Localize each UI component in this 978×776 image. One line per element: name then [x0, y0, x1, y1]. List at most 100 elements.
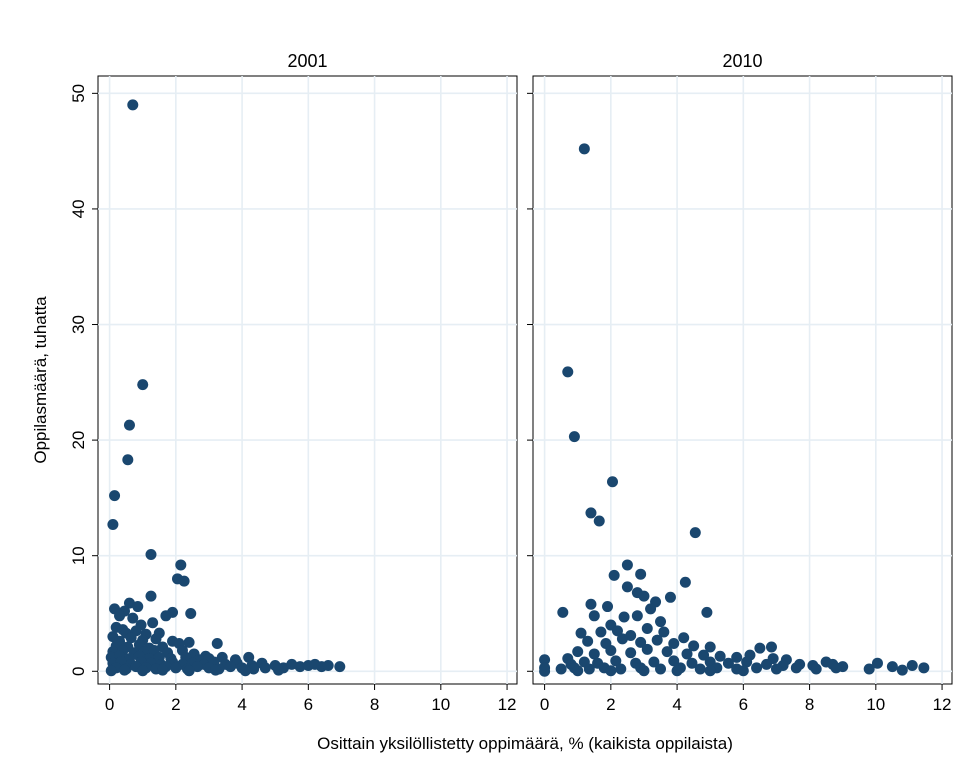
data-point-2010 [918, 662, 930, 674]
data-point-2010 [830, 662, 842, 674]
data-point-2001 [224, 661, 236, 673]
data-point-2010 [631, 610, 643, 622]
x-axis-label: Osittain yksilöllistetty oppimäärä, % (k… [317, 734, 733, 753]
data-point-2010 [651, 634, 663, 646]
data-point-2001 [123, 597, 135, 609]
data-point-2010 [595, 626, 607, 638]
data-point-2010 [871, 657, 883, 669]
x-tick-label: 2 [606, 695, 615, 714]
data-point-2001 [125, 632, 137, 644]
data-point-2010 [655, 616, 667, 628]
x-tick-label: 8 [805, 695, 814, 714]
data-point-2010 [751, 662, 763, 674]
data-point-2001 [334, 661, 346, 673]
x-tick-label: 4 [237, 695, 246, 714]
y-axis-label: Oppilasmäärä, tuhatta [31, 296, 50, 464]
data-point-2001 [105, 665, 117, 677]
data-point-2010 [761, 658, 773, 670]
data-point-2010 [668, 638, 680, 650]
data-point-2010 [608, 569, 620, 581]
data-point-2010 [635, 568, 647, 580]
data-point-2010 [588, 648, 600, 660]
data-point-2010 [635, 636, 647, 648]
data-point-2010 [625, 647, 637, 659]
data-point-2001 [145, 590, 157, 602]
data-point-2001 [248, 663, 260, 675]
data-point-2001 [211, 638, 223, 650]
x-tick-label: 0 [105, 695, 114, 714]
data-point-2010 [615, 663, 627, 675]
data-point-2010 [754, 642, 766, 654]
data-point-2010 [605, 644, 617, 656]
data-point-2010 [638, 590, 650, 602]
panel-title-2010: 2010 [722, 51, 762, 71]
data-point-2010 [562, 366, 574, 378]
data-point-2010 [671, 665, 683, 677]
y-tick-label: 0 [69, 667, 88, 676]
data-point-2010 [658, 626, 670, 638]
data-point-2001 [123, 419, 135, 431]
data-point-2010 [593, 515, 605, 527]
x-tick-label: 0 [540, 695, 549, 714]
data-point-2010 [641, 623, 653, 635]
data-point-2010 [568, 431, 580, 443]
data-point-2010 [722, 657, 734, 669]
data-point-2010 [611, 625, 623, 637]
data-point-2010 [539, 654, 551, 666]
data-point-2010 [688, 640, 700, 652]
data-point-2010 [704, 641, 716, 653]
data-point-2010 [583, 663, 595, 675]
data-point-2001 [239, 665, 251, 677]
data-point-2010 [765, 641, 777, 653]
data-point-2010 [585, 598, 597, 610]
data-point-2001 [122, 454, 134, 466]
data-point-2001 [183, 636, 195, 648]
data-point-2010 [648, 656, 660, 668]
y-tick-label: 20 [69, 431, 88, 450]
panel-frame-2001 [97, 75, 518, 685]
data-point-2001 [145, 549, 157, 561]
data-point-2010 [863, 663, 875, 675]
data-point-2010 [886, 661, 898, 673]
data-point-2001 [160, 610, 172, 622]
data-point-2010 [896, 664, 908, 676]
data-point-2010 [681, 648, 693, 660]
data-point-2001 [322, 660, 334, 672]
data-point-2010 [790, 662, 802, 674]
data-point-2001 [150, 633, 162, 645]
data-point-2010 [686, 657, 698, 669]
data-point-2010 [714, 650, 726, 662]
data-point-2010 [621, 581, 633, 593]
x-tick-label: 6 [304, 695, 313, 714]
y-tick-label: 40 [69, 199, 88, 218]
data-point-2010 [704, 665, 716, 677]
data-point-2001 [273, 664, 285, 676]
data-point-2001 [118, 664, 130, 676]
data-point-2010 [582, 635, 594, 647]
x-tick-label: 6 [739, 695, 748, 714]
x-tick-label: 12 [933, 695, 952, 714]
data-point-2001 [157, 664, 169, 676]
data-point-2001 [183, 665, 195, 677]
x-tick-label: 12 [498, 695, 517, 714]
data-point-2010 [605, 665, 617, 677]
data-point-2010 [661, 646, 673, 658]
data-point-2001 [107, 518, 119, 530]
data-point-2010 [664, 591, 676, 603]
data-point-2001 [185, 607, 197, 619]
data-point-2010 [694, 663, 706, 675]
data-point-2010 [555, 663, 567, 675]
data-point-2010 [621, 559, 633, 571]
x-tick-label: 8 [370, 695, 379, 714]
data-point-2001 [132, 601, 144, 613]
data-point-2010 [572, 665, 584, 677]
data-point-2010 [616, 633, 628, 645]
data-point-2001 [147, 617, 159, 629]
data-point-2001 [178, 575, 190, 587]
data-point-2010 [585, 507, 597, 519]
data-point-2010 [689, 527, 701, 539]
data-point-2010 [668, 655, 680, 667]
data-point-2010 [606, 476, 618, 488]
